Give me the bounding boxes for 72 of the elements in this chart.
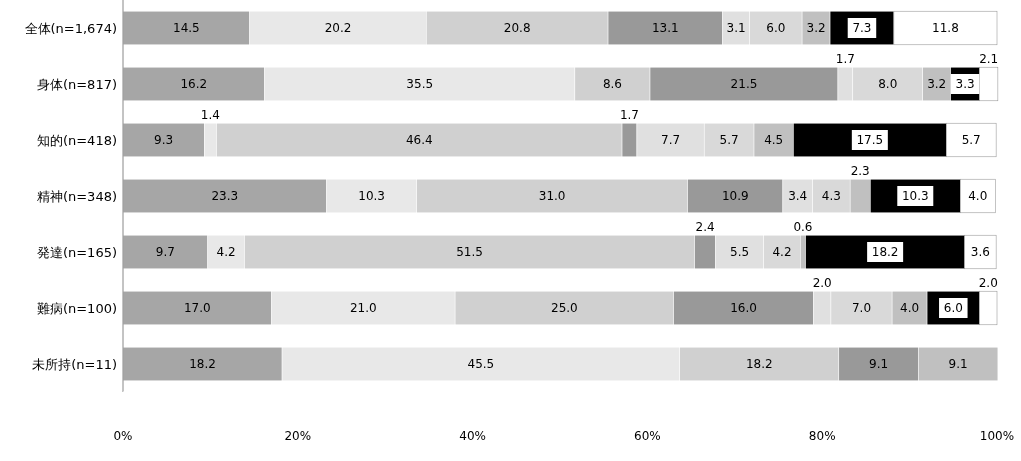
data-label: 17.0 (183, 301, 211, 316)
data-label: 2.1 (979, 52, 999, 67)
data-label: 10.9 (721, 189, 749, 204)
data-label: 7.3 (852, 21, 872, 36)
data-label: 1.4 (200, 108, 220, 123)
data-label: 20.8 (503, 21, 531, 36)
data-label: 3.1 (726, 21, 746, 36)
y-tick-label: 精神(n=348) (36, 188, 117, 204)
data-label: 14.5 (173, 21, 200, 36)
y-tick-label: 未所持(n=11) (32, 356, 117, 372)
x-tick-label: 40% (459, 429, 486, 443)
x-tick-label: 0% (113, 429, 133, 443)
data-label: 3.2 (927, 77, 947, 92)
data-label: 45.5 (467, 357, 495, 372)
data-label: 2.0 (812, 276, 832, 291)
data-label: 16.0 (730, 301, 757, 316)
data-label: 9.1 (948, 357, 968, 372)
data-label: 1.7 (835, 52, 855, 67)
data-label: 25.0 (551, 301, 578, 316)
x-tick-label: 20% (284, 429, 312, 443)
data-label: 2.3 (850, 164, 870, 179)
data-label: 8.0 (878, 77, 898, 92)
data-label: 31.0 (538, 189, 566, 204)
data-label: 21.5 (730, 77, 758, 92)
data-label: 7.7 (661, 133, 681, 148)
data-label: 16.2 (180, 77, 208, 92)
data-label: 2.0 (978, 276, 998, 291)
data-label: 4.0 (968, 189, 988, 204)
data-label: 4.5 (764, 133, 784, 148)
data-label: 6.0 (943, 301, 963, 316)
x-tick-label: 60% (634, 429, 661, 443)
data-label: 4.0 (900, 301, 920, 316)
data-label: 23.3 (211, 189, 239, 204)
data-label: 7.0 (851, 301, 872, 316)
data-label: 51.5 (456, 245, 483, 260)
data-label: 3.4 (788, 189, 808, 204)
data-label: 35.5 (406, 77, 434, 92)
data-label: 3.3 (955, 77, 975, 92)
y-tick-label: 身体(n=817) (36, 76, 117, 92)
data-label: 5.7 (961, 133, 981, 148)
data-label: 20.2 (324, 21, 352, 36)
data-label: 18.2 (745, 357, 773, 372)
data-label: 11.8 (932, 21, 959, 36)
y-tick-label: 発達(n=165) (36, 244, 117, 260)
data-label: 0.6 (793, 220, 813, 235)
x-tick-label: 80% (808, 429, 836, 443)
data-label: 9.3 (154, 133, 174, 148)
data-label: 10.3 (901, 189, 929, 204)
data-label: 2.4 (695, 220, 715, 235)
y-tick-label: 難病(n=100) (36, 300, 117, 316)
data-label: 21.0 (349, 301, 377, 316)
data-label: 18.2 (189, 357, 216, 372)
data-label: 1.7 (619, 108, 640, 123)
data-label: 4.2 (216, 245, 236, 260)
data-label: 9.7 (155, 245, 175, 260)
data-label: 3.2 (806, 21, 826, 36)
data-label: 5.5 (730, 245, 750, 260)
y-tick-label: 知的(n=418) (36, 132, 117, 148)
data-label: 17.5 (856, 133, 884, 148)
data-label: 4.2 (772, 245, 792, 260)
data-label: 8.6 (602, 77, 622, 92)
data-label: 13.1 (651, 21, 679, 36)
y-tick-label: 全体(n=1,674) (24, 20, 117, 36)
data-label: 6.0 (766, 21, 786, 36)
data-label: 9.1 (869, 357, 889, 372)
x-tick-label: 100% (979, 429, 1015, 443)
data-label: 18.2 (871, 245, 899, 260)
data-label: 3.6 (970, 245, 990, 260)
data-label: 4.3 (821, 189, 841, 204)
data-label: 46.4 (405, 133, 433, 148)
data-label: 5.7 (719, 133, 739, 148)
data-label: 10.3 (358, 189, 386, 204)
